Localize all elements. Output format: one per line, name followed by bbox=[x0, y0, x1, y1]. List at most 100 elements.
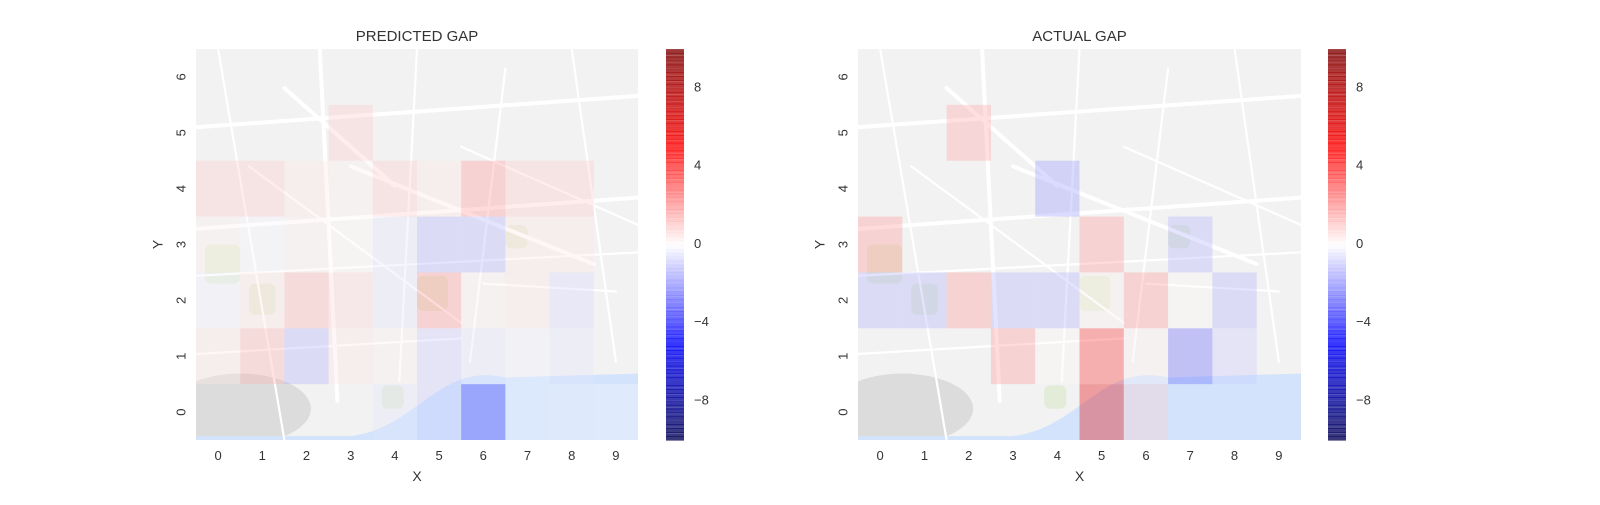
y-tick-label: 3 bbox=[173, 241, 188, 248]
heatmap-cell bbox=[549, 160, 594, 217]
colorbar-tick-label: 4 bbox=[694, 158, 701, 173]
heatmap-cell bbox=[1168, 328, 1213, 385]
colorbar: −8 −4 0 4 8 bbox=[1328, 48, 1371, 441]
heatmap-panel-2: ACTUAL GAP 0 1 2 3 4 5 6 7 8 9 0 1 2 3 4 5 6 X Y −8 −4 0 4 8 bbox=[812, 28, 1371, 484]
heatmap-cell bbox=[1168, 216, 1213, 273]
heatmap-cell bbox=[549, 384, 594, 440]
x-tick-label: 5 bbox=[435, 448, 442, 463]
y-tick-label: 1 bbox=[835, 353, 850, 360]
x-tick-label: 8 bbox=[1231, 448, 1238, 463]
x-tick-label: 0 bbox=[877, 448, 884, 463]
heatmap-cell bbox=[1212, 328, 1257, 385]
heatmap-cell bbox=[946, 272, 991, 329]
x-tick-label: 8 bbox=[568, 448, 575, 463]
heatmap-cell bbox=[240, 216, 285, 273]
heatmap-cell bbox=[328, 104, 373, 161]
heatmap-cell bbox=[461, 272, 506, 329]
heatmap-cell bbox=[328, 272, 373, 329]
chart-title: PREDICTED GAP bbox=[356, 28, 479, 45]
heatmap-cell bbox=[461, 160, 506, 217]
heatmap-cell bbox=[1079, 384, 1124, 440]
chart-title: ACTUAL GAP bbox=[1032, 28, 1126, 45]
heatmap-cell bbox=[196, 272, 241, 329]
x-tick-label: 9 bbox=[1275, 448, 1282, 463]
x-axis-label: X bbox=[1075, 468, 1085, 484]
heatmap-cell bbox=[240, 272, 285, 329]
x-tick-label: 2 bbox=[303, 448, 310, 463]
x-tick-label: 7 bbox=[1187, 448, 1194, 463]
heatmap-cell bbox=[372, 160, 417, 217]
heatmap-cell bbox=[284, 160, 329, 217]
x-tick-label: 4 bbox=[391, 448, 398, 463]
heatmap-cell bbox=[417, 328, 462, 385]
heatmap-cell bbox=[284, 272, 329, 329]
heatmap-cell bbox=[1035, 160, 1080, 217]
heatmap-panel-1: PREDICTED GAP 0 1 2 3 4 5 6 7 8 9 0 1 2 3 4 5 6 X Y −8 −4 0 4 8 bbox=[150, 28, 709, 484]
heatmap-cell bbox=[461, 216, 506, 273]
heatmap-cell bbox=[549, 272, 594, 329]
heatmap-cell bbox=[240, 328, 285, 385]
heatmap-cell bbox=[284, 216, 329, 273]
heatmap-cell bbox=[1079, 216, 1124, 273]
y-tick-label: 0 bbox=[173, 408, 188, 415]
heatmap-cell bbox=[902, 272, 947, 329]
heatmap-cell bbox=[1035, 272, 1080, 329]
heatmap-cell bbox=[505, 328, 550, 385]
heatmap-cells bbox=[196, 104, 638, 440]
y-tick-label: 4 bbox=[835, 185, 850, 192]
heatmap-cell bbox=[284, 328, 329, 385]
heatmap-cell bbox=[1035, 328, 1080, 385]
heatmap-cell bbox=[461, 328, 506, 385]
y-tick-label: 5 bbox=[173, 129, 188, 136]
map-background bbox=[196, 49, 638, 440]
colorbar-tick-label: 8 bbox=[694, 80, 701, 95]
x-tick-label: 1 bbox=[259, 448, 266, 463]
y-axis-label: Y bbox=[150, 239, 166, 249]
heatmap-cell bbox=[1079, 272, 1124, 329]
colorbar-tick-label: 0 bbox=[1356, 236, 1363, 251]
y-tick-label: 0 bbox=[835, 408, 850, 415]
x-tick-label: 7 bbox=[524, 448, 531, 463]
heatmap-cell bbox=[461, 384, 506, 440]
heatmap-cell bbox=[1123, 328, 1169, 385]
y-tick-label: 2 bbox=[835, 297, 850, 304]
colorbar-tick-label: −4 bbox=[1356, 314, 1371, 329]
y-axis-label: Y bbox=[812, 239, 828, 249]
y-tick-label: 3 bbox=[835, 241, 850, 248]
heatmap-cell bbox=[505, 160, 550, 217]
x-tick-label: 2 bbox=[965, 448, 972, 463]
heatmap-cell bbox=[990, 328, 1036, 385]
heatmap-cell bbox=[946, 104, 991, 161]
heatmap-cell bbox=[328, 160, 373, 217]
heatmap-cell bbox=[372, 384, 417, 440]
y-tick-label: 2 bbox=[173, 297, 188, 304]
heatmap-cell bbox=[858, 272, 903, 329]
heatmap-cell bbox=[417, 272, 462, 329]
y-tick-label: 6 bbox=[835, 73, 850, 80]
heatmap-cell bbox=[990, 272, 1036, 329]
x-tick-label: 5 bbox=[1098, 448, 1105, 463]
y-tick-label: 5 bbox=[835, 129, 850, 136]
heatmap-cell bbox=[1212, 272, 1257, 329]
x-tick-label: 4 bbox=[1054, 448, 1061, 463]
x-tick-label: 9 bbox=[612, 448, 619, 463]
x-tick-label: 1 bbox=[921, 448, 928, 463]
x-tick-label: 0 bbox=[214, 448, 221, 463]
heatmap-cell bbox=[858, 216, 903, 273]
heatmap-cell bbox=[328, 328, 373, 385]
heatmap-cell bbox=[372, 216, 417, 273]
heatmap-cell bbox=[196, 216, 241, 273]
heatmap-cell bbox=[417, 384, 462, 440]
y-tick-label: 6 bbox=[173, 73, 188, 80]
heatmap-cell bbox=[1123, 272, 1169, 329]
heatmap-cell bbox=[328, 216, 373, 273]
x-tick-label: 3 bbox=[1009, 448, 1016, 463]
heatmap-cell bbox=[196, 160, 241, 217]
heatmap-cell bbox=[372, 328, 417, 385]
heatmap-cell bbox=[505, 216, 550, 273]
map-background bbox=[858, 49, 1301, 440]
heatmap-cells bbox=[858, 104, 1257, 440]
x-tick-label: 6 bbox=[1142, 448, 1149, 463]
